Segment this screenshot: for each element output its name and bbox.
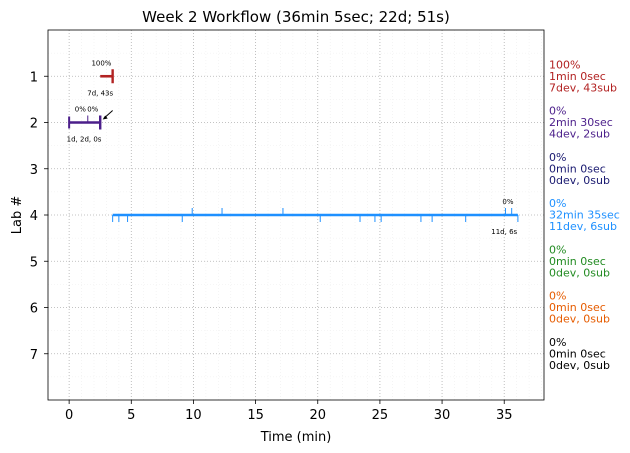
x-axis-label: Time (min) [260, 430, 332, 445]
x-tick-label: 30 [434, 408, 451, 423]
x-tick-label: 15 [247, 408, 264, 423]
y-tick-label: 6 [30, 302, 38, 317]
lane-summary-line: 0dev, 0sub [549, 174, 610, 187]
y-tick-label: 5 [30, 255, 38, 270]
lane-summary-line: 0% [549, 151, 566, 164]
lane-count-label: 11d, 6s [491, 228, 517, 236]
lane-summary-line: 32min 35sec [549, 209, 620, 222]
lane-summary-line: 0% [549, 336, 566, 349]
lane-summary-line: 100% [549, 58, 580, 71]
lane-count-label: 7d, 43s [87, 89, 113, 97]
y-tick-label: 2 [30, 117, 38, 132]
lane-summary-line: 2min 30sec [549, 116, 613, 129]
lane-summary-line: 1min 0sec [549, 70, 606, 83]
y-tick-label: 4 [30, 209, 38, 224]
lane-summary-line: 0dev, 0sub [549, 359, 610, 372]
lane-summary-line: 0min 0sec [549, 255, 606, 268]
lane-summary-line: 0% [549, 290, 566, 303]
y-tick-label: 3 [30, 163, 38, 178]
lane-summary-line: 0min 0sec [549, 162, 606, 175]
axes: 0 5 10 15 20 25 30 35 1 2 3 4 5 6 7 [30, 29, 545, 423]
chart-title: Week 2 Workflow (36min 5sec; 22d; 51s) [142, 8, 450, 26]
percent-label: 100% [91, 59, 111, 67]
lane-summary-line: 0min 0sec [549, 301, 606, 314]
lane-summary-line: 0% [549, 197, 566, 210]
percent-label: 0% [502, 198, 513, 206]
x-tick-label: 20 [309, 408, 326, 423]
x-tick-label: 5 [127, 408, 135, 423]
x-tick-label: 10 [185, 408, 202, 423]
percent-label: 0% [75, 106, 86, 114]
lane-summary-line: 7dev, 43sub [549, 81, 617, 94]
x-tick-label: 25 [372, 408, 389, 423]
y-tick-label: 7 [30, 348, 38, 363]
lane-1: 100% 7d, 43s [87, 59, 114, 97]
lane-summary-line: 4dev, 2sub [549, 128, 610, 141]
lane-2: 0% 0% 1d, 2d, 0s [67, 106, 113, 144]
lane-summary-line: 0% [549, 105, 566, 118]
lane-summary-line: 0min 0sec [549, 347, 606, 360]
percent-label: 0% [87, 106, 98, 114]
lane-count-label: 1d, 2d, 0s [67, 136, 102, 144]
annotation-arrow-head [102, 115, 108, 120]
x-tick-label: 35 [496, 408, 513, 423]
lane-summary-line: 0% [549, 243, 566, 256]
lane-summary-line: 0dev, 0sub [549, 313, 610, 326]
x-tick-label: 0 [65, 408, 73, 423]
y-axis-label: Lab # [10, 196, 25, 235]
lane-4: 0% 11d, 6s [112, 198, 519, 236]
lane-summary-line: 0dev, 0sub [549, 266, 610, 279]
lane-summary-line: 11dev, 6sub [549, 220, 617, 233]
y-tick-label: 1 [30, 70, 38, 85]
